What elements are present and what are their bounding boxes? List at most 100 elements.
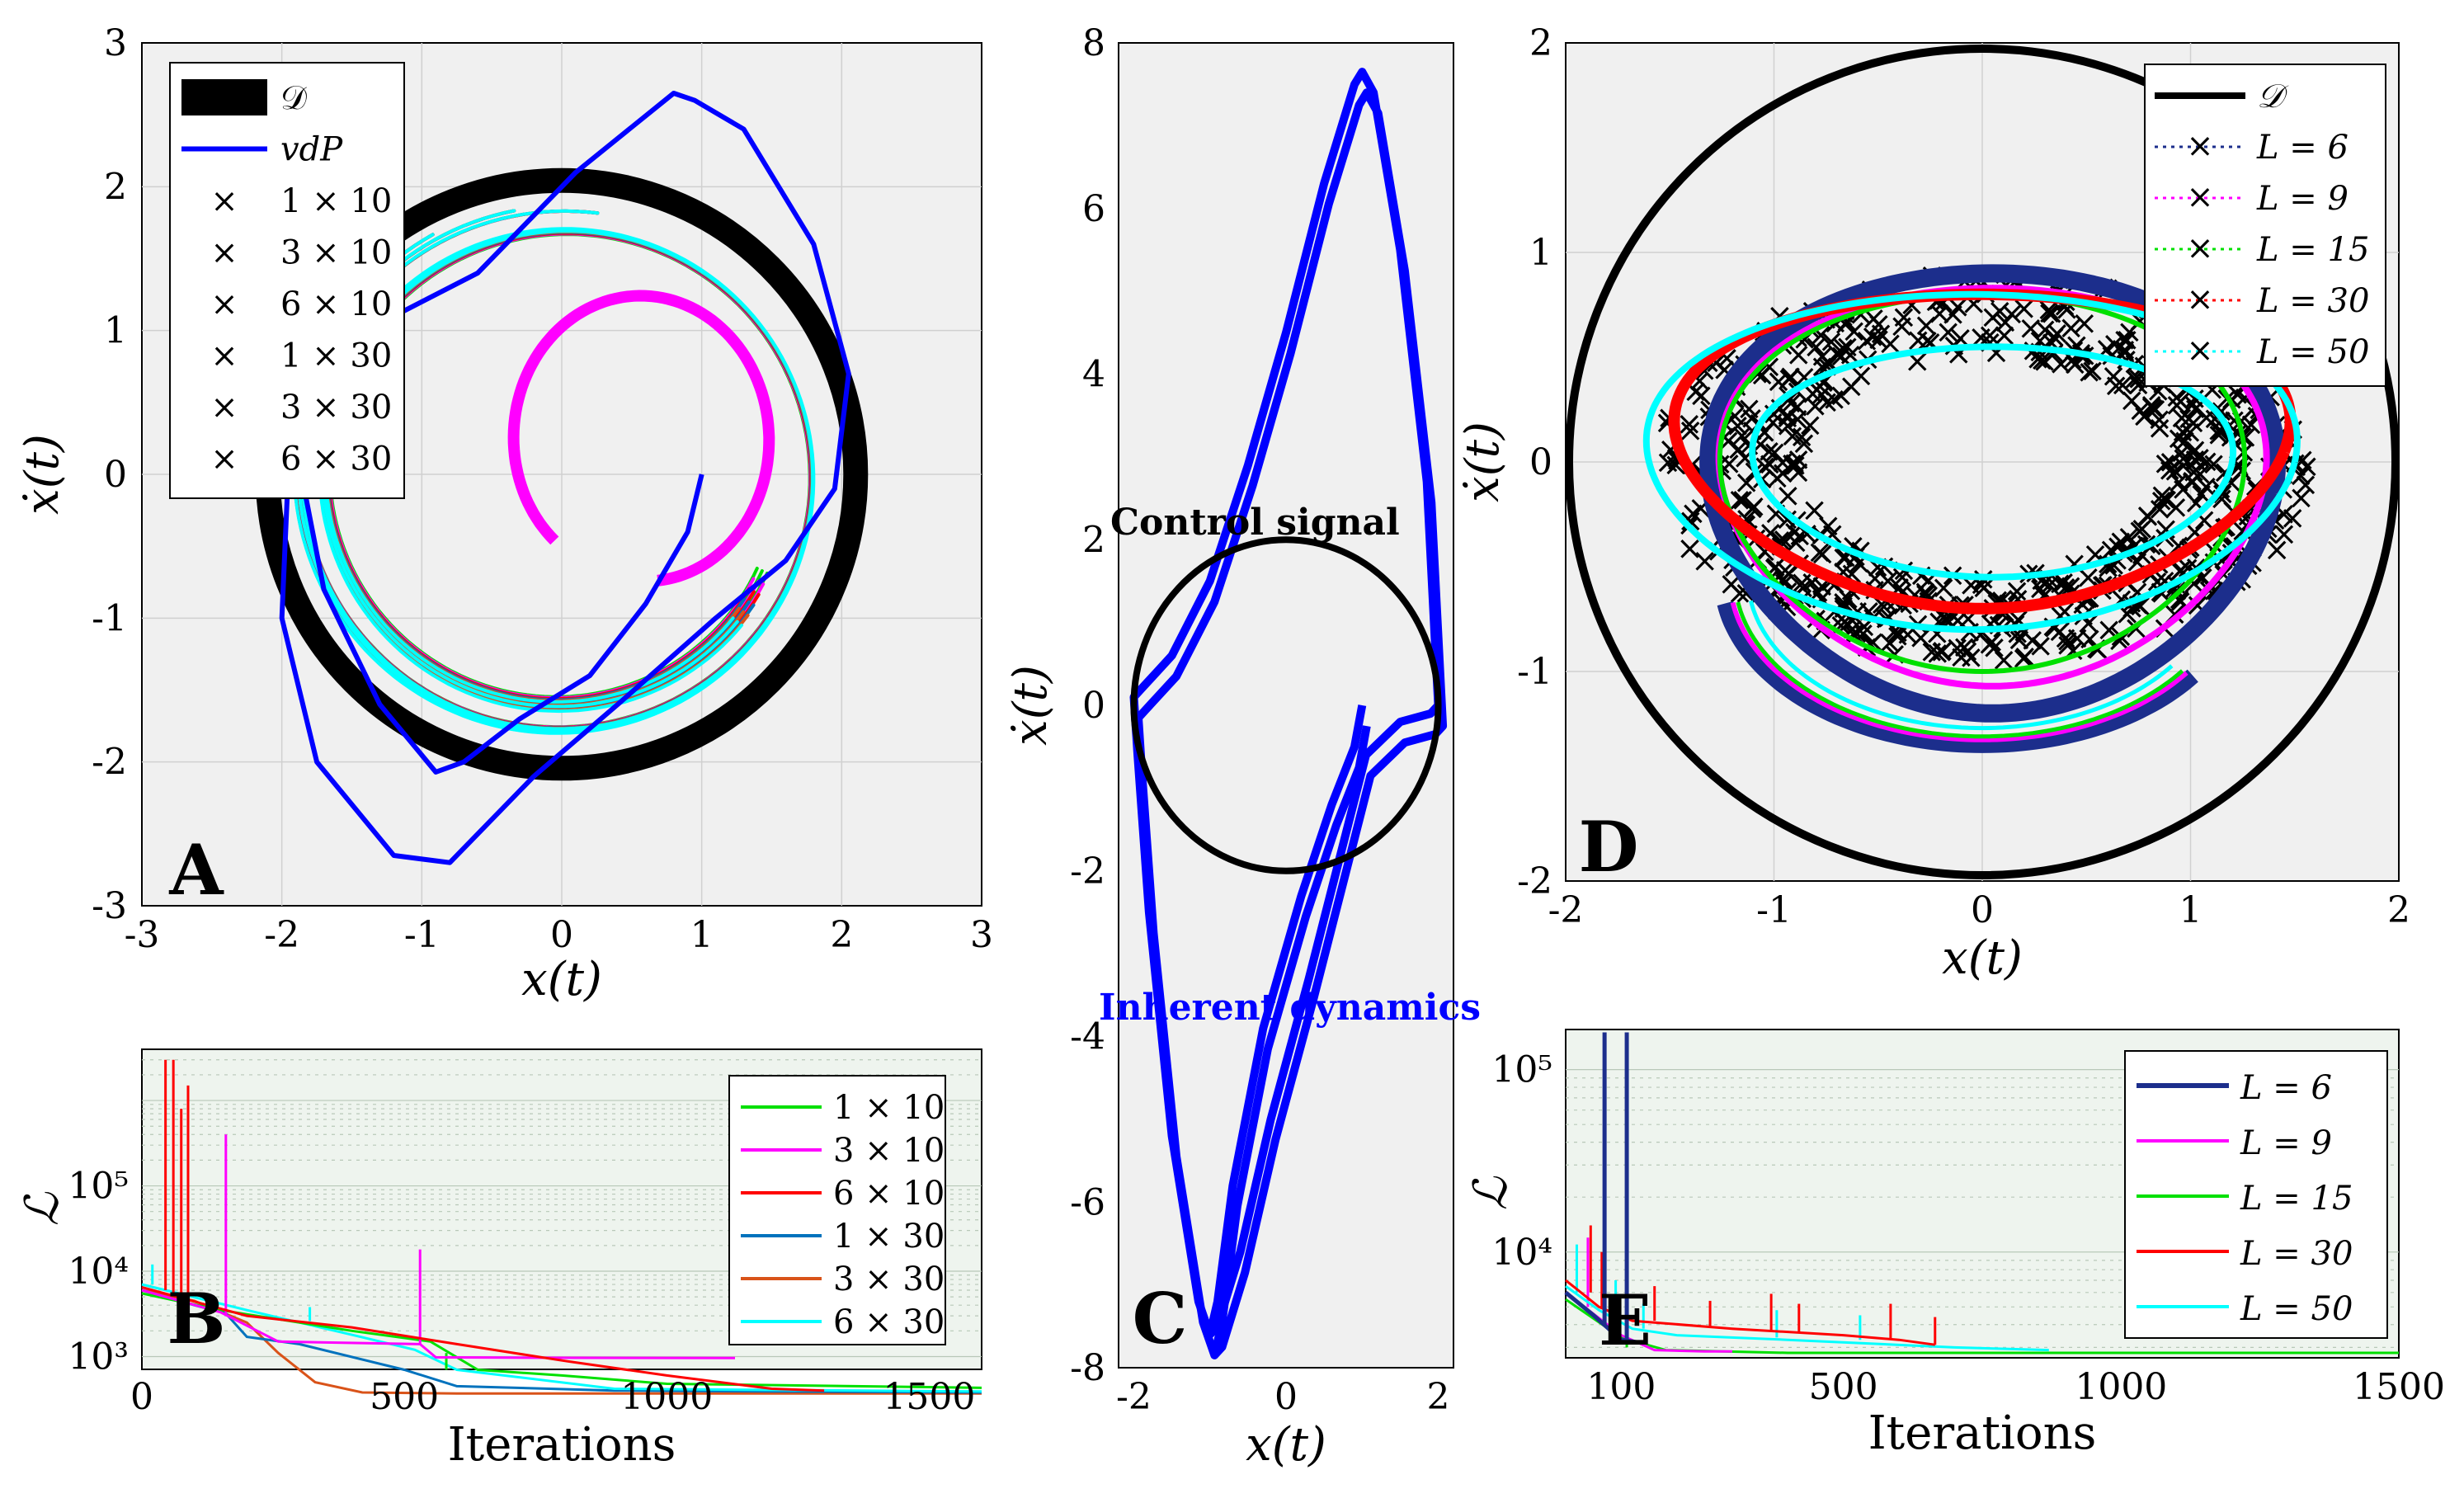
series-L30-point: × bbox=[1882, 611, 1910, 649]
series-L30-point: × bbox=[2156, 451, 2184, 489]
y-tick-label: 2 bbox=[104, 166, 127, 208]
y-tick-label: -1 bbox=[1517, 651, 1552, 693]
x-tick-label: 2 bbox=[1427, 1376, 1450, 1418]
legend-marker: × bbox=[210, 337, 238, 375]
series-L30-point: × bbox=[1769, 444, 1797, 482]
series-L30-point: × bbox=[1953, 632, 1981, 670]
series-L30-point: × bbox=[1967, 615, 1995, 653]
x-tick-label: 2 bbox=[830, 914, 853, 956]
series-L30-point: × bbox=[1830, 329, 1858, 367]
series-L30-point: × bbox=[1808, 337, 1836, 375]
series-L30-point: × bbox=[1779, 417, 1807, 455]
series-L30-point: × bbox=[2182, 450, 2210, 488]
series-L30-point: × bbox=[1725, 430, 1753, 468]
series-L30-point: × bbox=[1813, 383, 1841, 421]
series-L30-point: × bbox=[1784, 441, 1812, 478]
legend-label: L = 9 bbox=[2256, 180, 2349, 218]
series-L30-point: × bbox=[2176, 413, 2204, 451]
x-tick-label: 0 bbox=[550, 914, 573, 956]
x-tick-label: 1 bbox=[2179, 889, 2203, 931]
legend-label: 3 × 30 bbox=[833, 1260, 945, 1298]
series-L30-point: × bbox=[1939, 295, 1967, 333]
series-L9-tail bbox=[1730, 601, 2188, 742]
y-tick-label: 0 bbox=[1529, 441, 1552, 483]
series-L30-point: × bbox=[2179, 433, 2207, 471]
x-axis-label: Iterations bbox=[448, 1418, 676, 1472]
series-L30-point: × bbox=[2102, 366, 2130, 404]
series-L30-point: × bbox=[2010, 613, 2038, 651]
y-tick-label: 1 bbox=[104, 310, 127, 352]
series-L30-point: × bbox=[1801, 491, 1829, 529]
legend-marker: × bbox=[210, 389, 238, 426]
series-L50-curve bbox=[1565, 1284, 2049, 1352]
x-tick-label: 500 bbox=[1809, 1366, 1878, 1408]
x-axis-label: Iterations bbox=[1868, 1406, 2097, 1460]
series-L30-point: × bbox=[1779, 447, 1807, 485]
series-L30-point: × bbox=[2027, 627, 2055, 665]
series-L30-point: × bbox=[2170, 470, 2198, 508]
series-L30-point: × bbox=[2165, 464, 2193, 502]
legend-label: 6 × 30 bbox=[280, 441, 392, 478]
series-L30-point: × bbox=[2147, 482, 2175, 520]
series-L30-point: × bbox=[2127, 391, 2155, 429]
legend-box bbox=[2144, 64, 2386, 387]
x-tick-label: -2 bbox=[1116, 1376, 1152, 1418]
y-tick-label: -8 bbox=[1070, 1347, 1105, 1389]
y-axis-label: ℒ bbox=[16, 1191, 69, 1226]
legend-label: L = 50 bbox=[2240, 1290, 2353, 1328]
series-L30-point: × bbox=[1912, 307, 1940, 345]
series-L30-point: × bbox=[2141, 390, 2170, 428]
series-vdP-trajectory bbox=[279, 91, 851, 865]
legend-marker: × bbox=[210, 234, 238, 272]
y-tick-label: -2 bbox=[1070, 850, 1105, 893]
series-L30-point: × bbox=[2168, 434, 2196, 472]
x-axis-label: x(t) bbox=[521, 953, 602, 1006]
series-L30-point: × bbox=[2181, 441, 2209, 478]
legend: 1 × 10 3 × 10 6 × 10 1 × 30 3 × 30 6 × 30 bbox=[728, 1075, 946, 1345]
series-L30-point: × bbox=[2292, 465, 2320, 503]
y-tick-label: 6 bbox=[1082, 188, 1105, 230]
series-L6-tail bbox=[1717, 601, 2198, 753]
y-tick-label: 0 bbox=[1082, 685, 1105, 727]
series-L30-point: × bbox=[2146, 400, 2174, 438]
y-tick-label: -3 bbox=[92, 885, 127, 927]
x-tick-label: 1000 bbox=[2075, 1366, 2167, 1408]
series-L30-point: × bbox=[1945, 335, 1973, 373]
x-tick-label: 2 bbox=[2387, 889, 2410, 931]
series-L30-point: × bbox=[2140, 389, 2168, 427]
legend-box bbox=[728, 1075, 946, 1345]
series-L30-point: × bbox=[1859, 318, 1887, 356]
series-L30-point: × bbox=[2137, 386, 2165, 424]
x-tick-label: 0 bbox=[130, 1376, 153, 1418]
series-vdP-trajectory bbox=[1134, 88, 1448, 1359]
legend-label: 6 × 10 bbox=[833, 1175, 945, 1213]
panel-letter: D bbox=[1579, 806, 1639, 888]
series-L30-point: × bbox=[1979, 299, 2007, 337]
x-tick-label: 100 bbox=[1586, 1366, 1656, 1408]
legend-label: L = 50 bbox=[2256, 333, 2369, 371]
series-L30-point: × bbox=[1943, 629, 1972, 667]
series-L50-inner-loop bbox=[1749, 343, 2237, 581]
y-axis-label: ℒ bbox=[1464, 1176, 1518, 1210]
series-L30-point: × bbox=[2134, 497, 2162, 535]
y-tick-label: 2 bbox=[1082, 519, 1105, 561]
series-L30-point: × bbox=[2131, 397, 2159, 435]
series-L30-point: × bbox=[1740, 488, 1768, 525]
legend: 𝒟× L = 6× L = 9× L = 15× L = 30× L = 50 bbox=[2144, 64, 2386, 387]
series-L30-point: × bbox=[2035, 560, 2063, 598]
series-L30-point: × bbox=[1821, 380, 1849, 418]
series-L30-point: × bbox=[1838, 367, 1866, 405]
y-axis-label: ẋ(t) bbox=[1456, 422, 1510, 502]
legend-label: L = 15 bbox=[2256, 231, 2369, 269]
x-tick-label: 1500 bbox=[883, 1376, 975, 1418]
series-L30-point: × bbox=[2278, 499, 2306, 537]
series-L30-point: × bbox=[2043, 314, 2071, 352]
series-L30-point: × bbox=[2137, 388, 2165, 426]
legend-label: 1 × 10 bbox=[280, 182, 392, 220]
series-L30-point: × bbox=[1784, 453, 1812, 491]
series-L30-point: × bbox=[2004, 615, 2032, 653]
legend-marker: × bbox=[2186, 127, 2214, 165]
y-axis-label: ẋ(t) bbox=[1004, 665, 1058, 746]
series-L6-curve bbox=[1564, 1290, 1638, 1345]
